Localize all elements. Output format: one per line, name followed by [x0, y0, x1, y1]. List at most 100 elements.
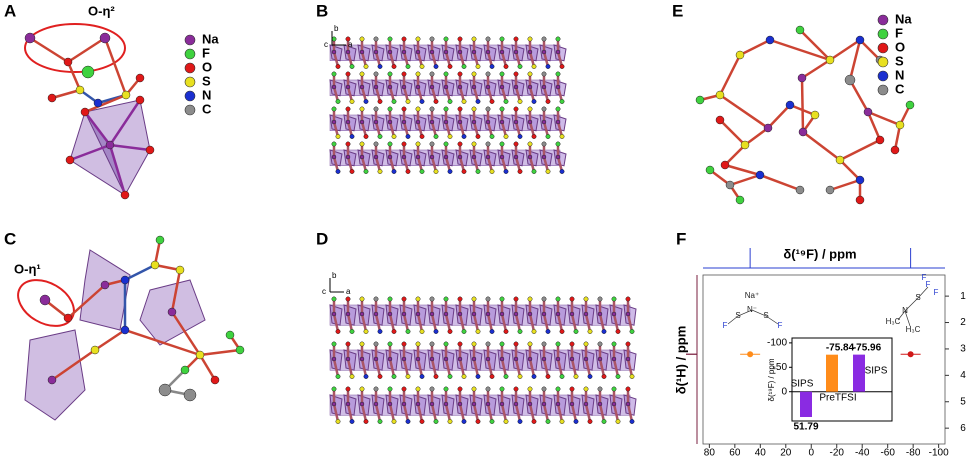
bond	[472, 358, 480, 377]
atom	[419, 329, 425, 334]
atom	[541, 84, 547, 90]
structure-label: N⁻	[747, 305, 757, 314]
atom	[331, 49, 337, 55]
structure-label: S	[763, 311, 768, 320]
atom	[798, 127, 808, 137]
bond	[388, 51, 396, 67]
bond	[472, 313, 480, 332]
atom	[359, 141, 365, 147]
atom	[415, 296, 421, 302]
bond	[542, 86, 550, 102]
bond	[416, 121, 424, 137]
atom	[415, 119, 421, 125]
atom	[569, 401, 575, 407]
atom	[63, 57, 73, 67]
bond	[416, 51, 424, 67]
bond	[500, 313, 508, 332]
atom	[405, 99, 411, 104]
atom	[349, 419, 355, 424]
atom	[527, 154, 533, 160]
structure-label: H₃C	[906, 325, 921, 334]
atom	[499, 356, 505, 362]
bond	[416, 156, 424, 172]
atom	[447, 169, 453, 174]
atom	[443, 401, 449, 407]
atom	[457, 341, 463, 347]
atom	[429, 386, 435, 392]
atom	[225, 330, 235, 340]
atom	[93, 98, 103, 108]
y-tick-label: 6	[960, 423, 966, 434]
atom	[47, 93, 57, 103]
atom	[695, 95, 705, 105]
atom	[755, 170, 765, 180]
atom	[415, 71, 421, 77]
atom	[335, 374, 341, 379]
bond	[472, 51, 480, 67]
atom	[461, 419, 467, 424]
atom	[545, 419, 551, 424]
atom	[503, 329, 509, 334]
atom	[429, 49, 435, 55]
atom	[555, 296, 561, 302]
bond	[867, 110, 901, 127]
bond	[598, 403, 606, 422]
bond	[332, 403, 340, 422]
bond	[528, 156, 536, 172]
bond	[528, 403, 536, 422]
atom	[725, 180, 735, 190]
atom	[120, 275, 130, 285]
atom	[345, 84, 351, 90]
bond	[556, 156, 564, 172]
bond	[500, 51, 508, 67]
atom	[740, 140, 750, 150]
bond	[542, 313, 550, 332]
atom	[863, 107, 873, 117]
atom	[555, 119, 561, 125]
atom	[555, 386, 561, 392]
atom	[513, 71, 519, 77]
atom	[611, 356, 617, 362]
atom	[373, 119, 379, 125]
atom	[499, 386, 505, 392]
bond	[374, 51, 382, 67]
bond	[612, 313, 620, 332]
atom	[569, 386, 575, 392]
atom	[90, 345, 100, 355]
legend-swatch	[877, 42, 889, 54]
atom	[569, 311, 575, 317]
y-axis-title: δ(¹H) / ppm	[673, 326, 688, 395]
atom	[513, 386, 519, 392]
atom	[625, 356, 631, 362]
bond	[402, 403, 410, 422]
atom	[401, 296, 407, 302]
atom	[471, 71, 477, 77]
atom	[583, 356, 589, 362]
bond	[514, 121, 522, 137]
inset-bar	[826, 354, 838, 392]
atom	[349, 64, 355, 69]
atom	[471, 49, 477, 55]
atom	[345, 296, 351, 302]
legend-swatch	[184, 90, 196, 102]
atom	[443, 84, 449, 90]
bond	[724, 144, 746, 166]
atom	[349, 169, 355, 174]
atom	[363, 329, 369, 334]
atom	[499, 36, 505, 42]
structure-bonds	[897, 286, 929, 327]
atom	[499, 296, 505, 302]
atom	[433, 419, 439, 424]
atom	[485, 311, 491, 317]
bond	[528, 313, 536, 332]
atom	[401, 356, 407, 362]
atom	[345, 401, 351, 407]
atom	[387, 386, 393, 392]
bond	[500, 156, 508, 172]
atom	[559, 134, 565, 139]
atom	[335, 419, 341, 424]
bar-value-label: 51.79	[793, 422, 818, 433]
atom	[527, 141, 533, 147]
legend-label: N	[202, 87, 211, 102]
structure-label: F	[778, 321, 783, 330]
